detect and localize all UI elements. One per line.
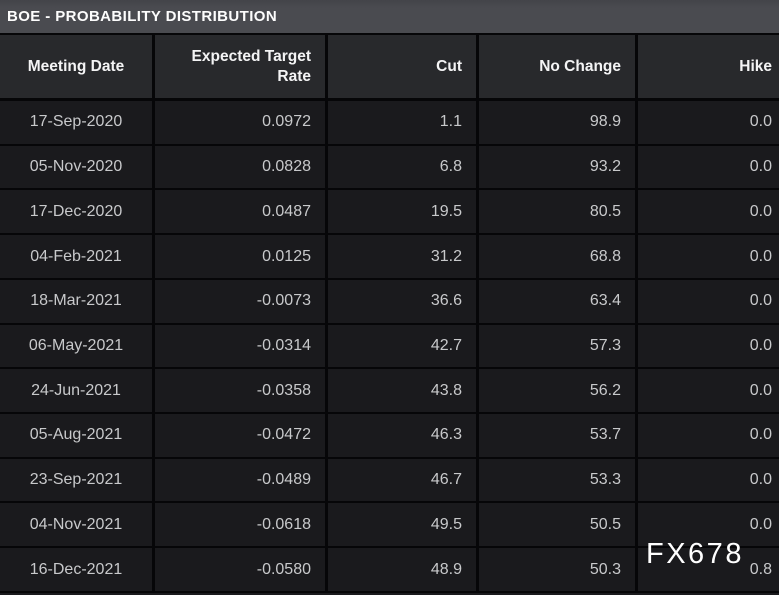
panel-title-bar: BOE - PROBABILITY DISTRIBUTION: [0, 0, 779, 35]
hike-probability-cell: 0.0: [635, 369, 779, 413]
cut-probability-cell: 42.7: [325, 324, 476, 368]
cut-probability-cell: 6.8: [325, 145, 476, 189]
column-header-hike: Hike: [635, 35, 779, 98]
expected-target-rate-cell: -0.0489: [152, 458, 325, 502]
column-header-cut: Cut: [325, 35, 476, 98]
no-change-probability-cell: 50.5: [476, 503, 635, 547]
no-change-probability-cell: 63.4: [476, 279, 635, 323]
hike-probability-cell: 0.0: [635, 503, 779, 547]
hike-probability-cell: 0.0: [635, 190, 779, 234]
hike-probability-cell: 0.8: [635, 548, 779, 591]
meeting-date-cell: 24-Jun-2021: [0, 369, 152, 413]
table-body: 17-Sep-2020 0.0972 1.1 98.9 0.0 05-Nov-2020 0.…: [0, 101, 779, 593]
cut-probability-cell: 46.7: [325, 458, 476, 502]
column-header-meeting-date: Meeting Date: [0, 35, 152, 98]
expected-target-rate-cell: -0.0580: [152, 548, 325, 591]
table-row: 06-May-2021 -0.0314 42.7 57.3 0.0: [0, 324, 779, 370]
table-row: 05-Nov-2020 0.0828 6.8 93.2 0.0: [0, 145, 779, 191]
cut-probability-cell: 48.9: [325, 548, 476, 591]
hike-probability-cell: 0.0: [635, 279, 779, 323]
table-row: 17-Sep-2020 0.0972 1.1 98.9 0.0: [0, 101, 779, 146]
meeting-date-cell: 16-Dec-2021: [0, 548, 152, 591]
expected-target-rate-cell: 0.0487: [152, 190, 325, 234]
column-header-no-change: No Change: [476, 35, 635, 98]
expected-target-rate-cell: 0.0828: [152, 145, 325, 189]
table-row: 18-Mar-2021 -0.0073 36.6 63.4 0.0: [0, 279, 779, 325]
cut-probability-cell: 43.8: [325, 369, 476, 413]
table-row: 05-Aug-2021 -0.0472 46.3 53.7 0.0: [0, 414, 779, 459]
hike-probability-cell: 0.0: [635, 145, 779, 189]
table-row: 04-Nov-2021 -0.0618 49.5 50.5 0.0: [0, 503, 779, 549]
meeting-date-cell: 04-Nov-2021: [0, 503, 152, 547]
meeting-date-cell: 04-Feb-2021: [0, 235, 152, 278]
table-row: 24-Jun-2021 -0.0358 43.8 56.2 0.0: [0, 369, 779, 415]
expected-target-rate-cell: -0.0472: [152, 414, 325, 457]
expected-target-rate-cell: -0.0618: [152, 503, 325, 547]
table-header-row: Meeting Date Expected Target Rate Cut No…: [0, 35, 779, 101]
fx678-watermark: FX678: [646, 538, 744, 570]
cut-probability-cell: 31.2: [325, 235, 476, 278]
cut-probability-cell: 19.5: [325, 190, 476, 234]
no-change-probability-cell: 53.7: [476, 414, 635, 457]
hike-probability-cell: 0.0: [635, 101, 779, 144]
meeting-date-cell: 06-May-2021: [0, 324, 152, 368]
meeting-date-cell: 17-Sep-2020: [0, 101, 152, 144]
no-change-probability-cell: 53.3: [476, 458, 635, 502]
no-change-probability-cell: 68.8: [476, 235, 635, 278]
no-change-probability-cell: 56.2: [476, 369, 635, 413]
cut-probability-cell: 36.6: [325, 279, 476, 323]
panel-title: BOE - PROBABILITY DISTRIBUTION: [7, 8, 278, 25]
cut-probability-cell: 1.1: [325, 101, 476, 144]
hike-probability-cell: 0.0: [635, 414, 779, 457]
meeting-date-cell: 23-Sep-2021: [0, 458, 152, 502]
expected-target-rate-cell: -0.0358: [152, 369, 325, 413]
cut-probability-cell: 46.3: [325, 414, 476, 457]
meeting-date-cell: 05-Aug-2021: [0, 414, 152, 457]
no-change-probability-cell: 98.9: [476, 101, 635, 144]
hike-probability-cell: 0.0: [635, 235, 779, 278]
table-row: 16-Dec-2021 -0.0580 48.9 50.3 0.8: [0, 548, 779, 593]
table-row: 04-Feb-2021 0.0125 31.2 68.8 0.0: [0, 235, 779, 280]
hike-probability-cell: 0.0: [635, 458, 779, 502]
meeting-date-cell: 17-Dec-2020: [0, 190, 152, 234]
meeting-date-cell: 18-Mar-2021: [0, 279, 152, 323]
meeting-date-cell: 05-Nov-2020: [0, 145, 152, 189]
column-header-expected-target-rate: Expected Target Rate: [152, 35, 325, 98]
expected-target-rate-cell: 0.0972: [152, 101, 325, 144]
expected-target-rate-cell: -0.0314: [152, 324, 325, 368]
no-change-probability-cell: 80.5: [476, 190, 635, 234]
table-row: 23-Sep-2021 -0.0489 46.7 53.3 0.0: [0, 458, 779, 504]
expected-target-rate-cell: 0.0125: [152, 235, 325, 278]
hike-probability-cell: 0.0: [635, 324, 779, 368]
no-change-probability-cell: 50.3: [476, 548, 635, 591]
no-change-probability-cell: 93.2: [476, 145, 635, 189]
no-change-probability-cell: 57.3: [476, 324, 635, 368]
cut-probability-cell: 49.5: [325, 503, 476, 547]
table-row: 17-Dec-2020 0.0487 19.5 80.5 0.0: [0, 190, 779, 236]
expected-target-rate-cell: -0.0073: [152, 279, 325, 323]
